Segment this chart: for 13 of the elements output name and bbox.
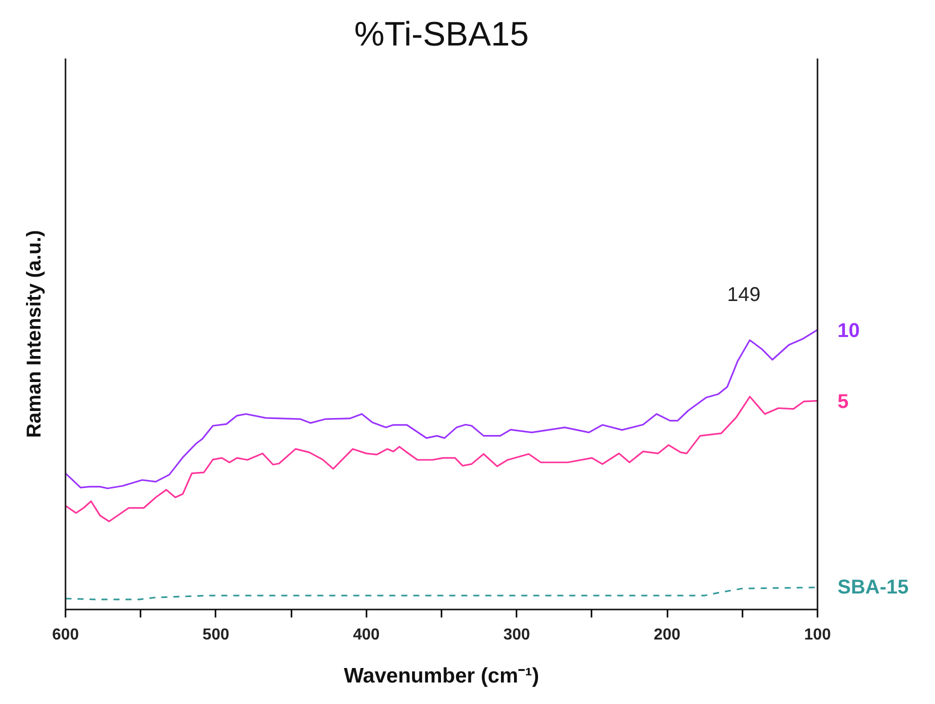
x-tick-label: 400 — [352, 626, 380, 644]
annotation: 149 — [727, 284, 760, 306]
x-tick-label: 100 — [804, 626, 831, 644]
x-tick-label: 300 — [503, 626, 530, 644]
y-axis-title: Raman Intensity (a.u.) — [24, 230, 46, 438]
x-tick-label: 600 — [52, 626, 79, 644]
chart-title: %Ti-SBA15 — [354, 16, 529, 54]
x-tick-label: 500 — [202, 626, 230, 644]
x-axis-title: Wavenumber (cm⁻¹) — [344, 664, 540, 688]
series-label: 10 — [838, 320, 860, 342]
x-tick-label: 200 — [654, 626, 681, 644]
series-label: 5 — [838, 390, 849, 413]
series-label: SBA-15 — [838, 576, 909, 598]
